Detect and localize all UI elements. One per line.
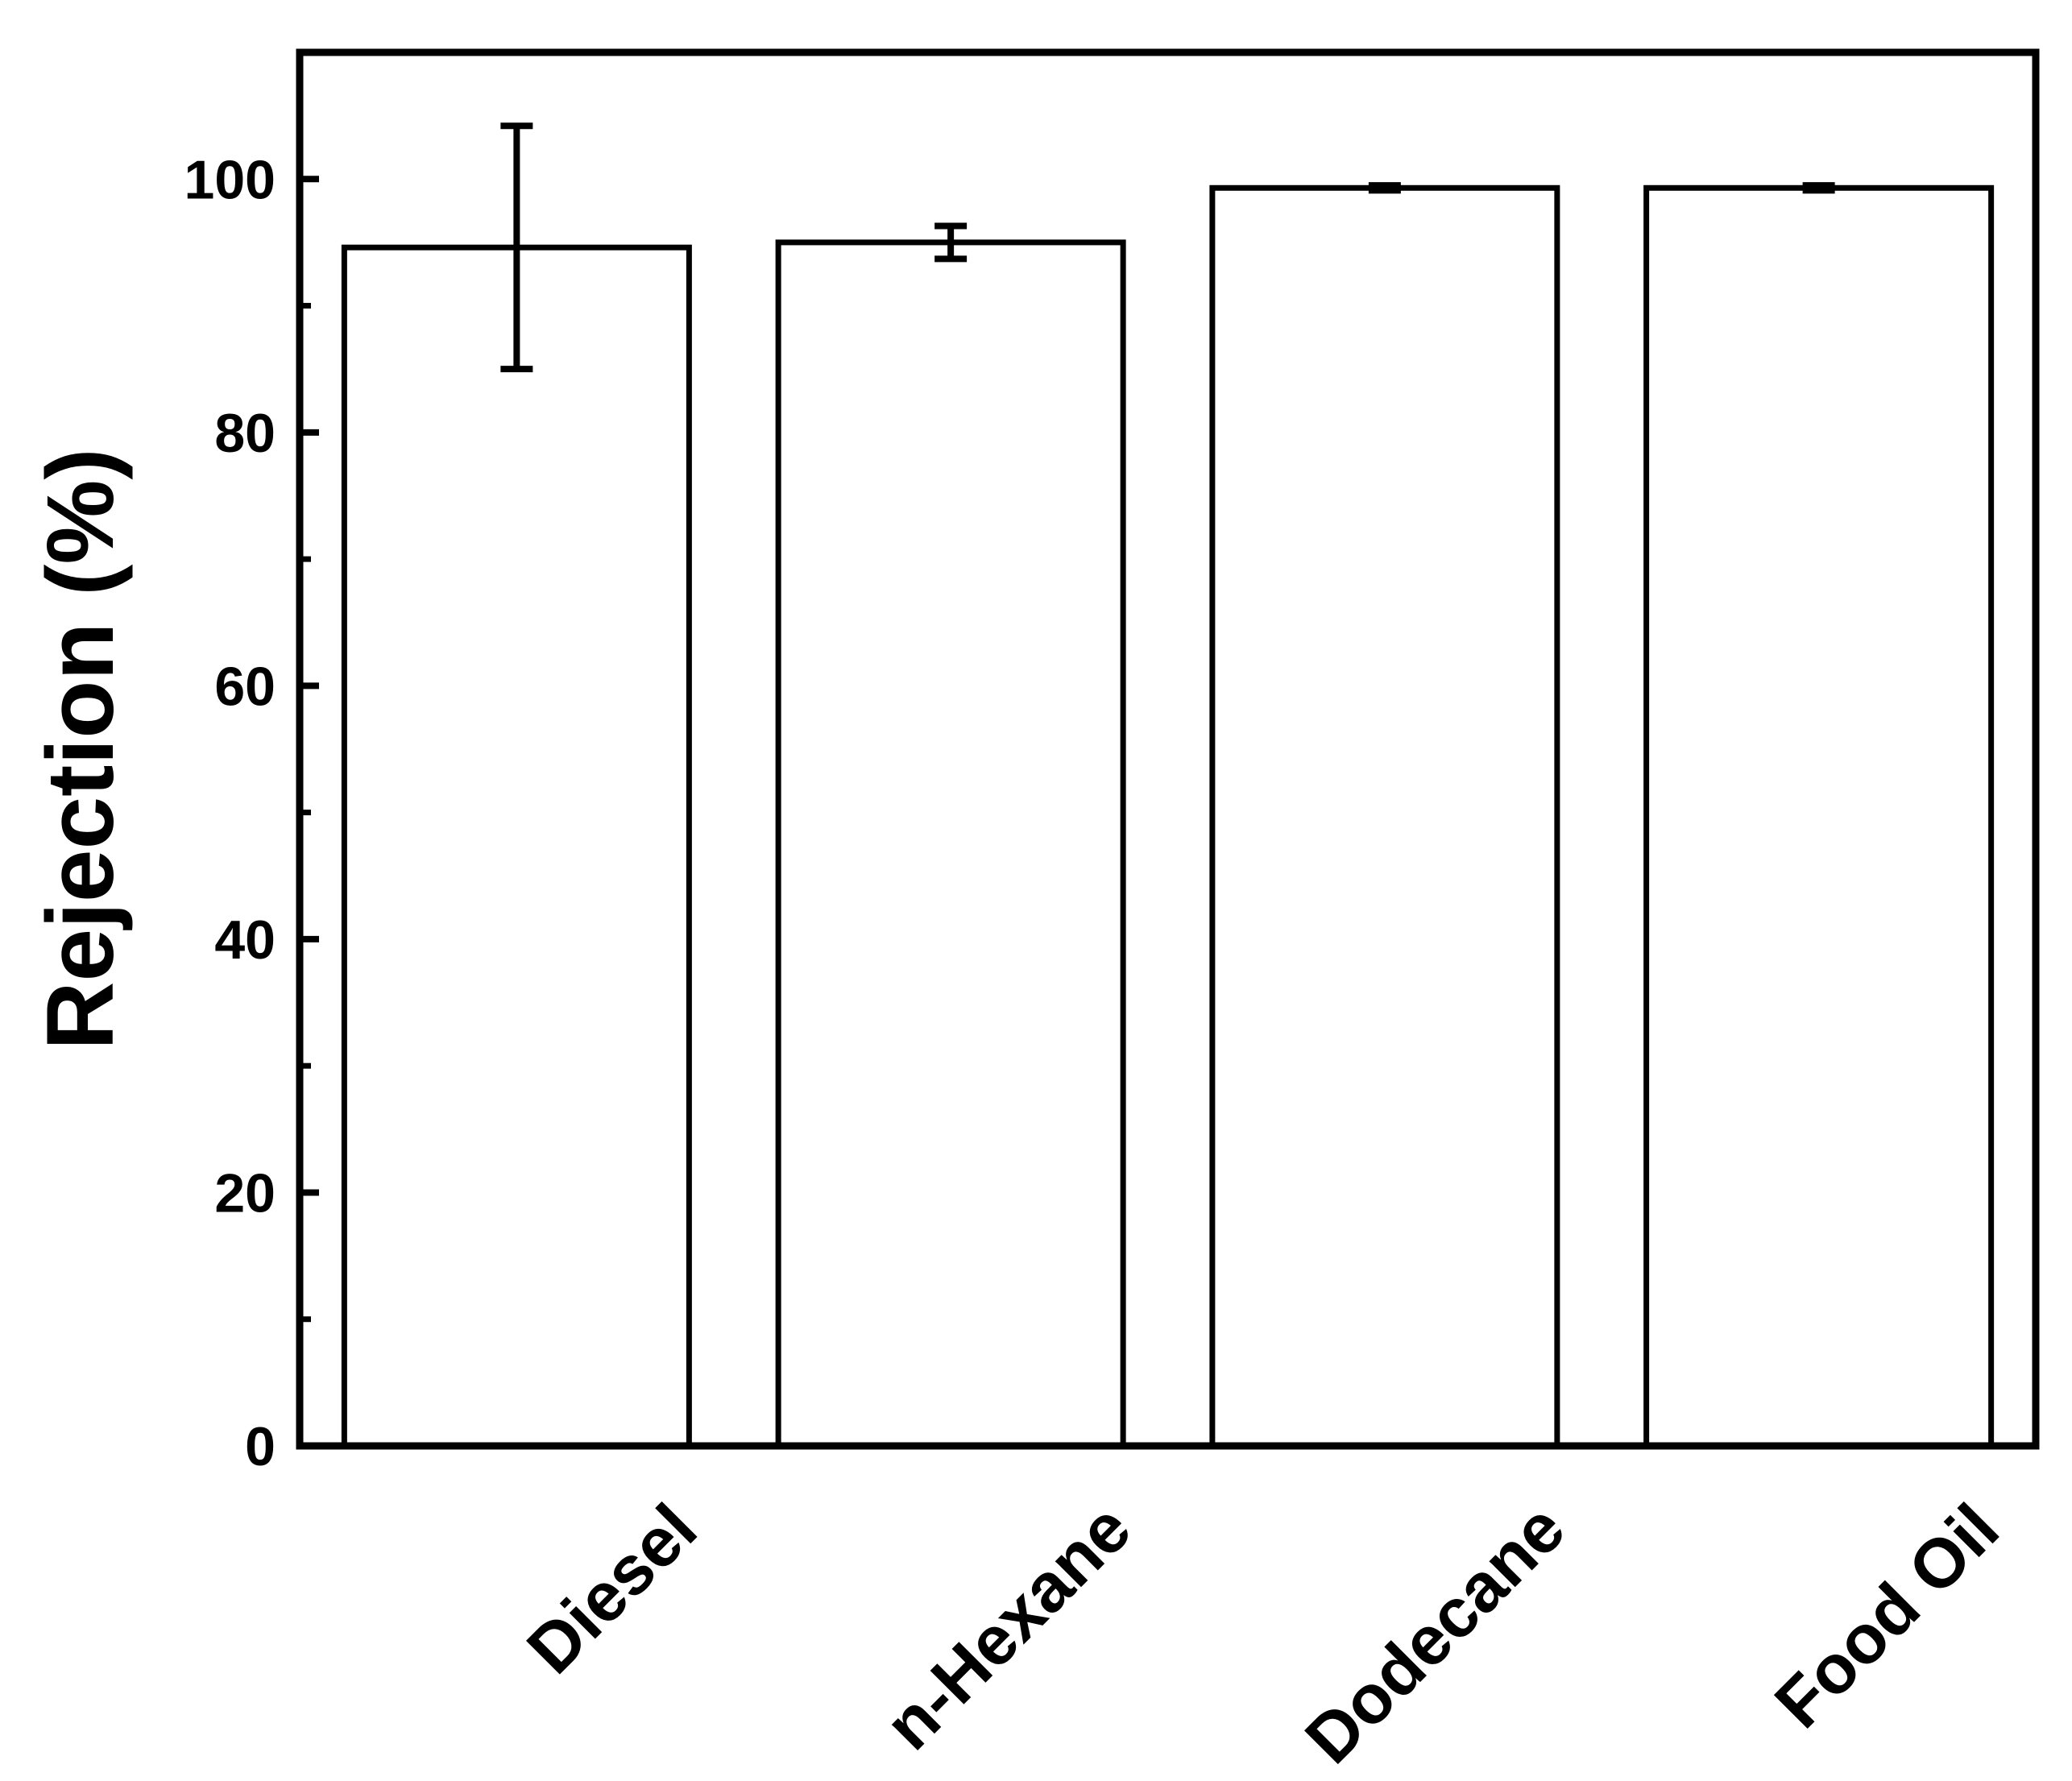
error-bar-diesel bbox=[500, 122, 533, 373]
x-category-label: Food Oil bbox=[1760, 1489, 2013, 1742]
y-tick-label: 40 bbox=[214, 909, 276, 971]
x-category-label: Dodecane bbox=[1291, 1489, 1580, 1779]
y-tick-label: 20 bbox=[214, 1162, 276, 1224]
y-axis-title: Rejection (%) bbox=[27, 448, 134, 1050]
error-bar-food-oil bbox=[1802, 182, 1835, 194]
bar-n-hexane bbox=[775, 239, 1126, 1449]
y-tick-label: 80 bbox=[214, 403, 276, 464]
error-bar-dodecane bbox=[1368, 182, 1401, 194]
bar-dodecane bbox=[1209, 184, 1560, 1449]
y-tick-label: 60 bbox=[214, 656, 276, 717]
y-tick-label: 0 bbox=[245, 1416, 276, 1477]
bar-food-oil bbox=[1643, 184, 1995, 1449]
bar-diesel bbox=[341, 244, 692, 1449]
error-bar-n-hexane bbox=[934, 222, 968, 263]
y-tick-label: 100 bbox=[184, 149, 276, 210]
x-category-label: n-Hexane bbox=[870, 1489, 1146, 1765]
x-category-label: Diesel bbox=[512, 1489, 711, 1688]
plot-frame bbox=[296, 48, 2040, 1450]
